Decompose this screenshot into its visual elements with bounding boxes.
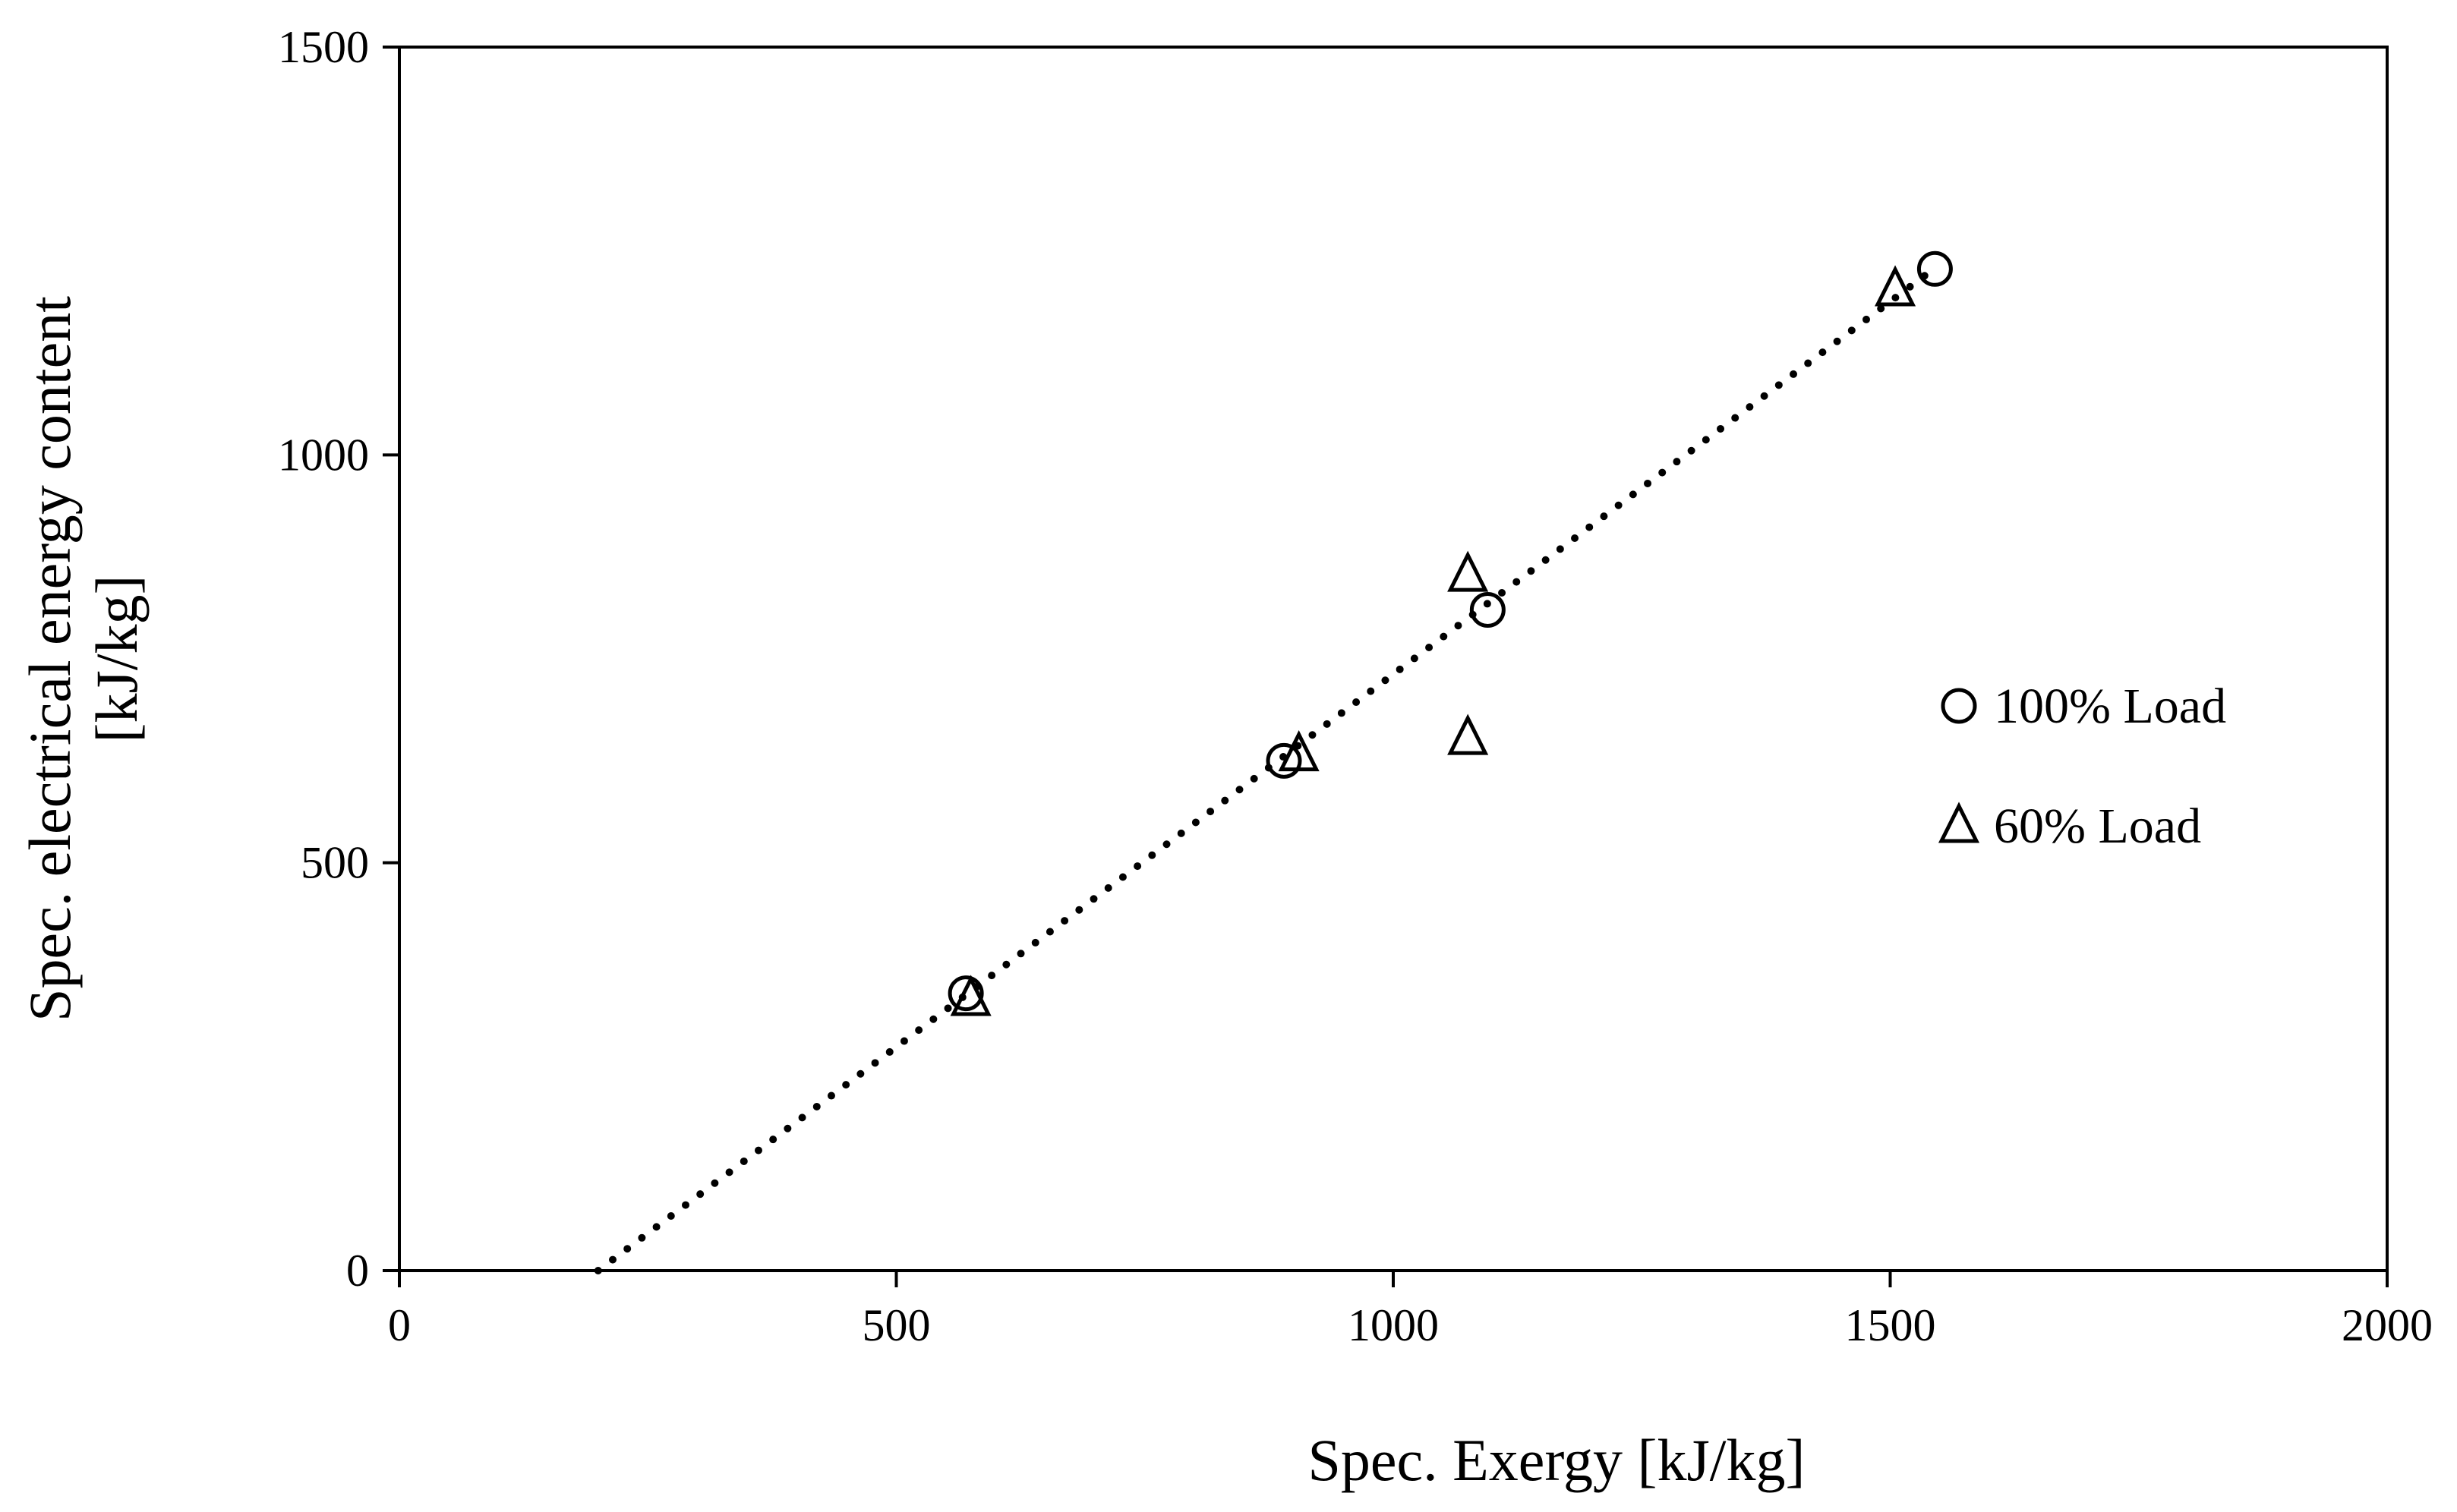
legend: 100% Load 60% Load (1938, 679, 2226, 854)
legend-circle-marker (1941, 688, 1977, 724)
y-axis-title: Spec. electrical energy content [kJ/kg] (17, 296, 150, 1022)
y-tick-label: 1000 (278, 430, 369, 480)
point-60-load (1278, 729, 1320, 772)
legend-label-100-load: 100% Load (1994, 679, 2226, 734)
point-60-load (1447, 550, 1489, 592)
y-axis-title-line-2: [kJ/kg] (84, 575, 150, 743)
x-tick-label: 0 (388, 1300, 411, 1350)
y-tick-label: 500 (301, 838, 369, 888)
point-100-load (948, 975, 984, 1012)
point-100-load (1469, 592, 1506, 628)
point-60-load (1874, 265, 1916, 307)
y-axis-title-line-1: Spec. electrical energy content (17, 296, 83, 1022)
x-tick-label: 1500 (1845, 1300, 1936, 1350)
y-tick-label: 0 (346, 1246, 369, 1296)
point-100-load (1916, 250, 1953, 287)
trendline-group (594, 271, 1929, 1274)
x-axis: 0 500 1000 1500 2000 (388, 1271, 2433, 1350)
trendline (594, 271, 1929, 1274)
point-60-load (1447, 713, 1489, 755)
x-tick-label: 500 (863, 1300, 931, 1350)
y-axis: 0 500 1000 1500 (278, 22, 399, 1296)
data-points (948, 250, 1953, 1016)
plot-frame (398, 46, 2389, 1272)
y-tick-label: 1500 (278, 22, 369, 72)
legend-label-60-load: 60% Load (1994, 799, 2201, 854)
legend-triangle-marker (1938, 802, 1980, 843)
point-60-load (950, 975, 992, 1016)
x-tick-label: 1000 (1348, 1300, 1439, 1350)
point-100-load (1266, 742, 1302, 779)
x-tick-label: 2000 (2342, 1300, 2433, 1350)
x-axis-title: Spec. Exergy [kJ/kg] (1308, 1427, 1806, 1493)
